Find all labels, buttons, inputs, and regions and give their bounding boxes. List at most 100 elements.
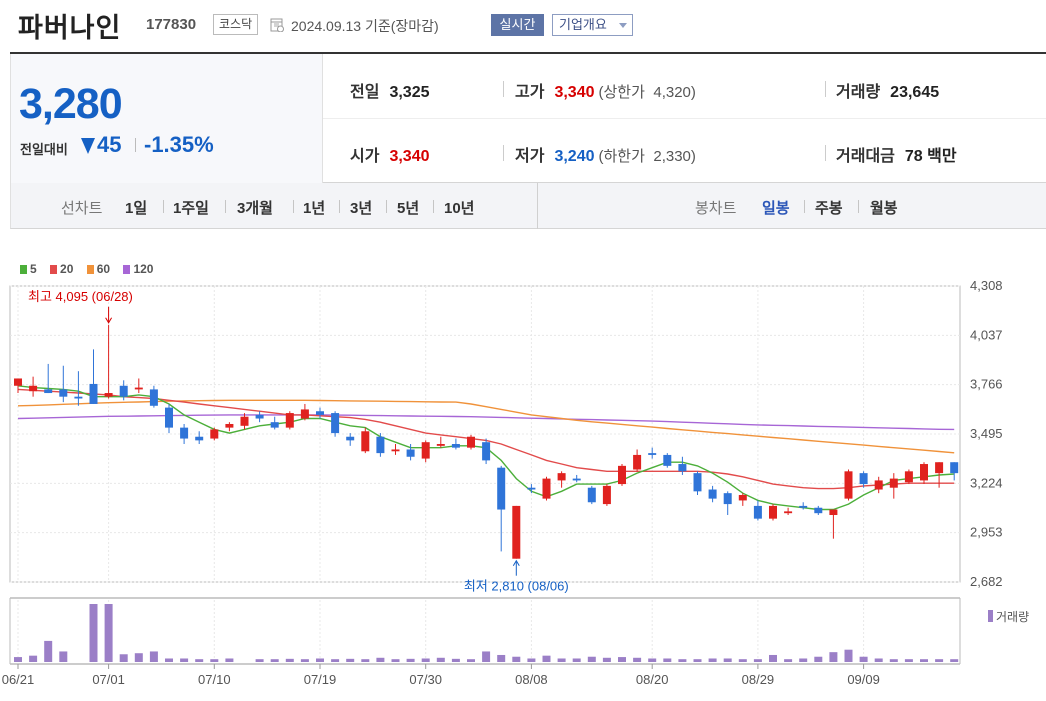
company-overview-dropdown[interactable]: 기업개요 — [552, 14, 633, 36]
high-stat: 고가 3,340 (상한가 4,320) — [515, 78, 696, 102]
stock-code: 177830 — [146, 16, 197, 33]
period-1d[interactable]: 1일 — [125, 200, 148, 217]
divider — [804, 200, 805, 213]
volume-bar — [950, 659, 959, 662]
volume-bar — [29, 655, 38, 662]
stat-value: 3,340 — [554, 84, 595, 101]
candle-body — [920, 464, 928, 481]
candle-body — [633, 454, 642, 470]
x-tick-label: 07/10 — [198, 672, 231, 687]
candle-body — [587, 487, 596, 503]
candle-body — [89, 383, 98, 404]
volume-bar — [195, 659, 204, 662]
volume-bar — [633, 657, 642, 662]
volume-bar — [512, 656, 521, 662]
period-daily[interactable]: 일봉 — [762, 200, 790, 217]
volume-bar — [225, 658, 234, 662]
period-1y[interactable]: 1년 — [303, 200, 326, 217]
period-weekly[interactable]: 주봉 — [815, 200, 843, 217]
legend-ma60: 60 — [86, 262, 110, 276]
divider — [503, 81, 504, 97]
realtime-button[interactable]: 실시간 — [491, 14, 544, 36]
candle-body — [14, 378, 22, 386]
stock-header: 파버나인 177830 코스닥 2024.09.13 기준(장마감) 실시간 기… — [0, 0, 1046, 48]
period-5y[interactable]: 5년 — [397, 200, 420, 217]
y-tick-label: 4,037 — [970, 327, 1003, 342]
low-arrow-head — [512, 559, 520, 566]
candle-body — [904, 471, 913, 483]
period-3m[interactable]: 3개월 — [237, 200, 273, 217]
candle-body — [874, 480, 883, 490]
candle-body — [210, 429, 219, 439]
low-annotation: 최저 2,810 (08/06) — [464, 579, 569, 594]
candle-body — [240, 416, 249, 426]
volume-bar — [648, 658, 657, 662]
candle-body — [557, 473, 566, 481]
volume-bar — [467, 659, 475, 662]
candle-body — [678, 464, 687, 472]
chart-legend: 5 20 60 120 — [20, 262, 163, 276]
chart-canvas[interactable]: 4,308 4,037 3,766 3,495 3,224 2,953 2,682 06/21… — [0, 248, 1046, 701]
candle-body — [693, 473, 702, 492]
volume-bar — [119, 654, 128, 662]
period-1w[interactable]: 1주일 — [173, 200, 209, 217]
upper-limit-label: (상한가 — [598, 84, 645, 101]
candle-body — [346, 436, 355, 441]
volume-bar — [149, 651, 158, 662]
divider — [323, 118, 1046, 119]
volume-bar — [814, 656, 823, 662]
volume-legend-swatch — [988, 610, 993, 622]
candle-body — [723, 493, 732, 505]
volume-bar — [376, 657, 385, 662]
volume-stat: 거래량 23,645 — [836, 78, 939, 102]
candle-body — [285, 413, 294, 428]
candle-body — [738, 494, 747, 501]
volume-bar — [497, 654, 506, 662]
candle-body — [859, 473, 868, 485]
candle-body — [134, 387, 143, 390]
candle-body — [784, 511, 793, 514]
prev-close-stat: 전일 3,325 — [350, 78, 430, 102]
period-10y[interactable]: 10년 — [444, 200, 475, 217]
trade-value-stat: 거래대금 78 백만 — [836, 142, 957, 166]
volume-bar — [482, 651, 491, 662]
candle-body — [74, 396, 83, 399]
x-tick-label: 06/21 — [2, 672, 35, 687]
base-date: 2024.09.13 기준(장마감) — [291, 16, 439, 36]
period-3y[interactable]: 3년 — [350, 200, 373, 217]
volume-bar — [874, 658, 883, 662]
line-chart-label: 선차트 — [61, 200, 103, 217]
volume-bar — [678, 659, 687, 662]
divider — [135, 138, 136, 152]
y-tick-label: 3,766 — [970, 377, 1003, 392]
chevron-down-icon — [619, 23, 627, 28]
chart-period-bar: 선차트 1일 1주일 3개월 1년 3년 5년 10년 봉차트 일봉 주봉 월봉 — [10, 183, 1046, 229]
volume-bar — [935, 659, 944, 662]
period-monthly[interactable]: 월봉 — [870, 200, 898, 217]
volume-bar — [799, 658, 808, 662]
volume-bar — [270, 659, 279, 662]
low-stat: 저가 3,240 (하한가 2,330) — [515, 142, 696, 166]
volume-bar — [210, 659, 219, 662]
candle-body — [829, 509, 838, 516]
stat-label: 시가 — [350, 148, 380, 165]
y-tick-label: 2,682 — [970, 574, 1003, 589]
stock-name: 파버나인 — [18, 13, 122, 43]
candle-chart-label: 봉차트 — [695, 200, 737, 217]
legend-ma5: 5 — [20, 262, 37, 276]
candle-body — [753, 505, 762, 519]
volume-bar — [316, 658, 324, 662]
candle-body — [663, 454, 672, 466]
y-tick-label: 3,224 — [970, 475, 1003, 490]
date-value: 2024.09.13 — [291, 18, 362, 34]
candle-body — [180, 427, 189, 439]
volume-bar — [587, 656, 596, 662]
volume-bar — [572, 658, 581, 662]
volume-bar — [361, 659, 370, 662]
candle-body — [572, 478, 581, 481]
candle-body — [119, 385, 128, 397]
ma120-line — [17, 414, 955, 431]
candlestick-chart[interactable]: 5 20 60 120 4,308 4,037 3,766 3,495 3,224 2,9… — [0, 248, 1046, 701]
volume-bar — [527, 658, 536, 662]
y-tick-label: 2,953 — [970, 525, 1003, 540]
